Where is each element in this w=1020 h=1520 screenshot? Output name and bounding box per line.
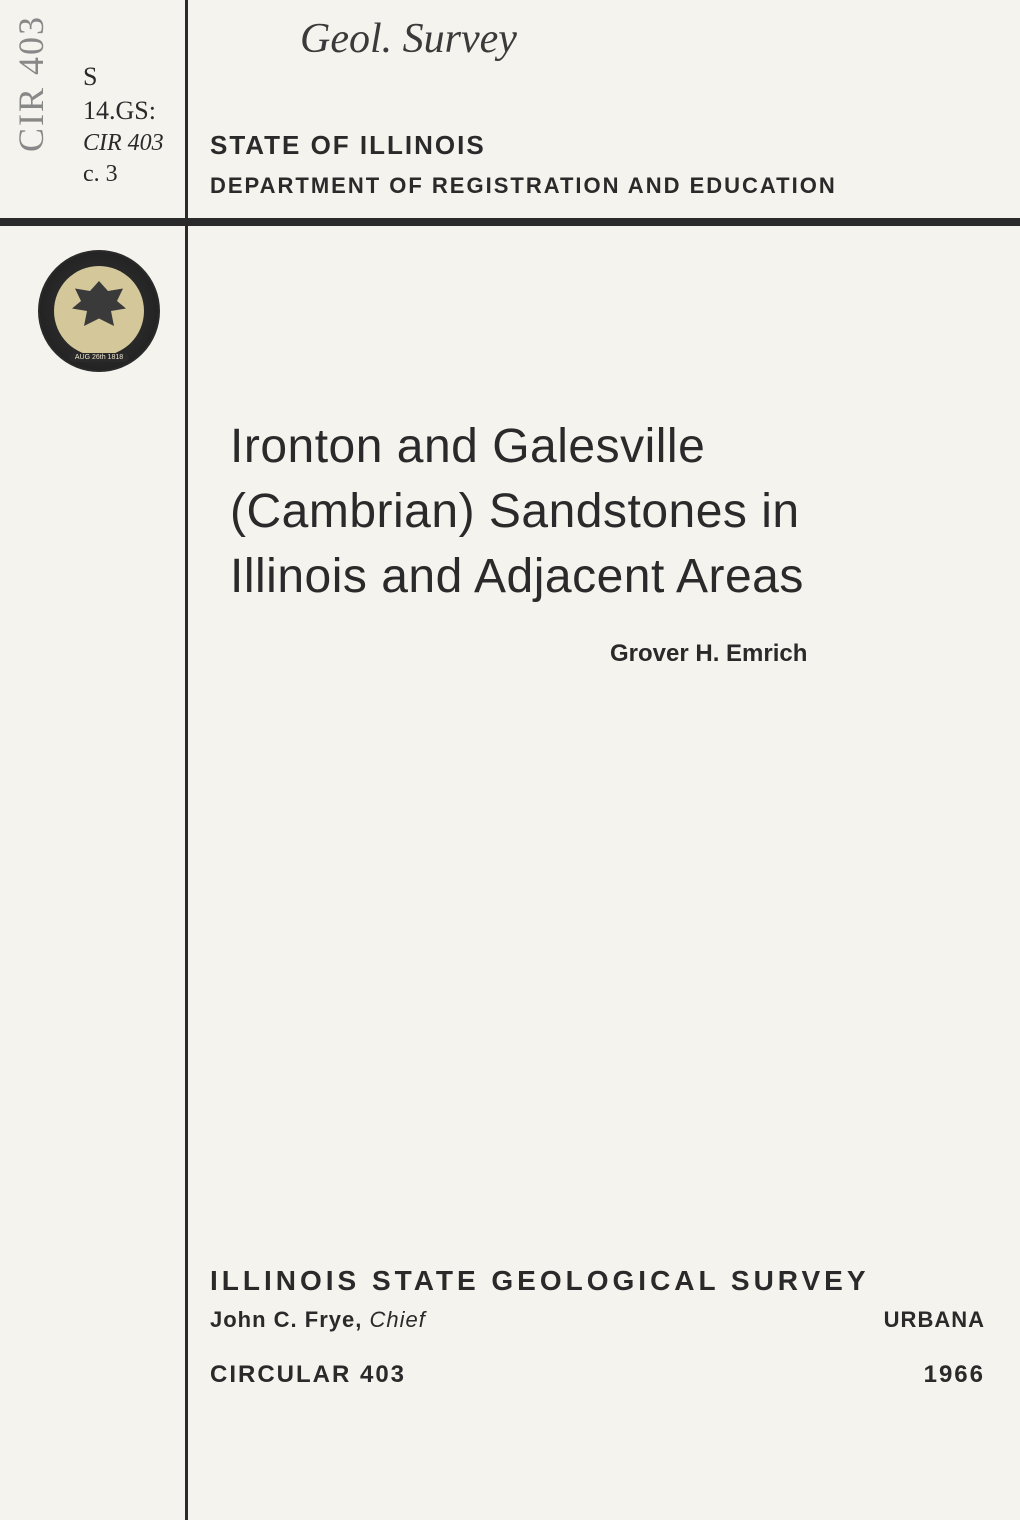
seal-date-banner: AUG 26th 1818 <box>69 353 129 362</box>
publication-year: 1966 <box>924 1361 985 1389</box>
horizontal-divider <box>0 218 1020 226</box>
header-block: STATE OF ILLINOIS DEPARTMENT OF REGISTRA… <box>210 130 837 199</box>
call-number-line2: 14.GS: <box>83 94 164 128</box>
survey-name: ILLINOIS STATE GEOLOGICAL SURVEY <box>210 1265 985 1297</box>
chief-row: John C. Frye, Chief URBANA <box>210 1307 985 1333</box>
department-name: DEPARTMENT OF REGISTRATION AND EDUCATION <box>210 173 837 199</box>
chief-name-title: John C. Frye, Chief <box>210 1307 426 1333</box>
seal-eagle-icon <box>69 281 129 331</box>
call-number-block: S 14.GS: CIR 403 c. 3 <box>83 60 164 190</box>
call-number-line3: CIR 403 <box>83 128 164 159</box>
title-block: Ironton and Galesville (Cambrian) Sandst… <box>230 415 804 609</box>
call-number-line4: c. 3 <box>83 159 164 190</box>
state-seal: AUG 26th 1818 <box>38 250 160 372</box>
state-name: STATE OF ILLINOIS <box>210 130 837 161</box>
seal-outer-ring: AUG 26th 1818 <box>38 250 160 372</box>
chief-title: Chief <box>369 1307 425 1332</box>
handwritten-annotation: Geol. Survey <box>300 15 517 63</box>
author-name: Grover H. Emrich <box>610 640 807 668</box>
location: URBANA <box>884 1307 985 1333</box>
footer-block: ILLINOIS STATE GEOLOGICAL SURVEY John C.… <box>210 1265 985 1389</box>
title-line-1: Ironton and Galesville <box>230 415 804 480</box>
vertical-divider <box>185 0 188 1520</box>
call-number-line1: S <box>83 60 164 94</box>
spine-label: CIR 403 <box>10 15 52 152</box>
seal-inner-disc <box>54 266 144 356</box>
circular-number: CIRCULAR 403 <box>210 1361 406 1389</box>
chief-name: John C. Frye, <box>210 1307 362 1332</box>
title-line-2: (Cambrian) Sandstones in <box>230 480 804 545</box>
circular-row: CIRCULAR 403 1966 <box>210 1361 985 1389</box>
title-line-3: Illinois and Adjacent Areas <box>230 545 804 610</box>
